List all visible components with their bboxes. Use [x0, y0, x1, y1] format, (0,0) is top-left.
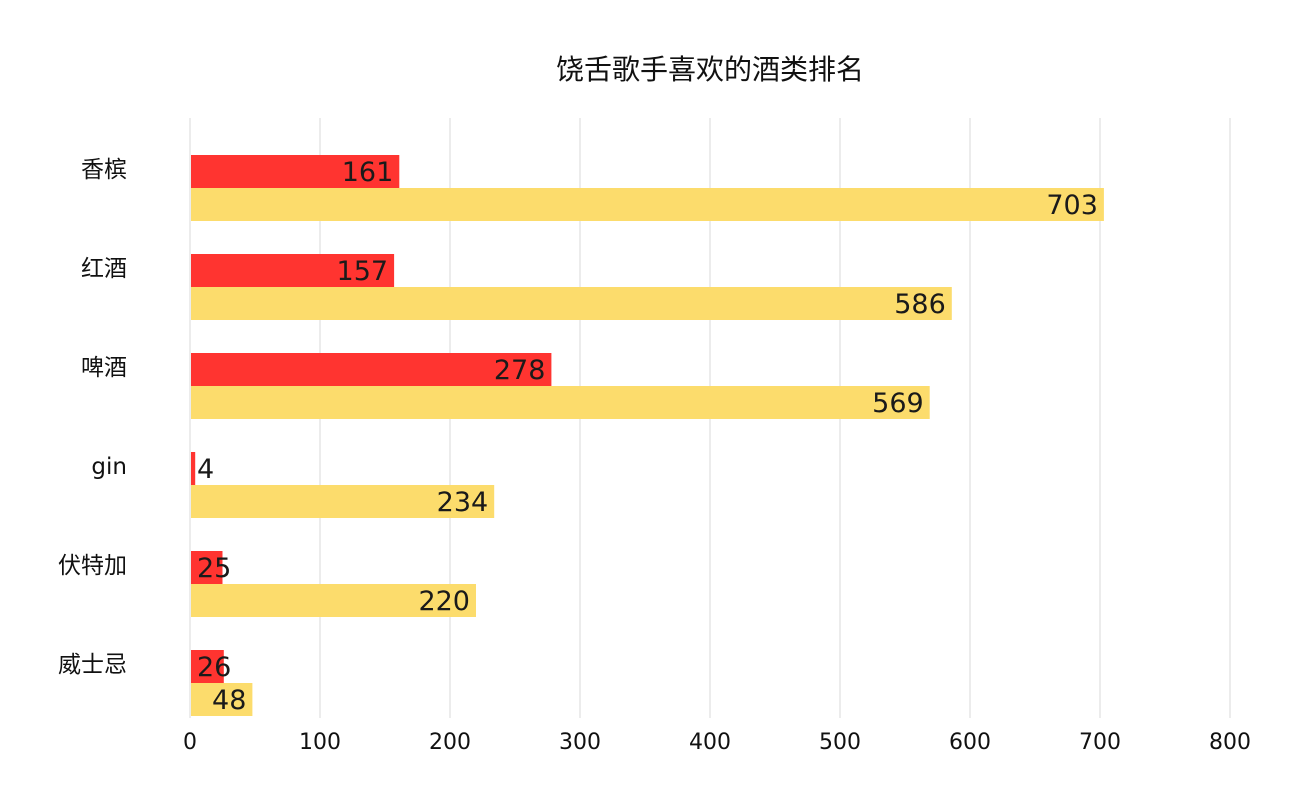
data-label: 278	[494, 355, 546, 386]
x-tick-label: 300	[559, 730, 601, 755]
x-tick-label: 800	[1209, 730, 1251, 755]
data-label: 4	[197, 454, 214, 485]
x-tick-label: 100	[299, 730, 341, 755]
bar	[191, 650, 224, 683]
x-tick-label: 0	[183, 730, 197, 755]
data-label: 234	[437, 487, 489, 518]
category-label: 红酒	[81, 256, 127, 282]
data-label: 569	[872, 388, 924, 419]
category-label: 威士忌	[58, 652, 127, 678]
x-tick-label: 400	[689, 730, 731, 755]
bar	[191, 188, 1104, 221]
x-tick-label: 600	[949, 730, 991, 755]
bar	[191, 485, 495, 518]
bar	[191, 386, 930, 419]
data-label: 220	[418, 586, 470, 617]
data-label: 26	[197, 652, 231, 683]
data-label: 48	[212, 685, 246, 716]
category-label: 啤酒	[81, 355, 127, 381]
bar	[191, 353, 552, 386]
category-label: 香槟	[81, 157, 127, 183]
data-label: 703	[1046, 190, 1098, 221]
data-label: 157	[337, 256, 389, 287]
category-label: 伏特加	[58, 553, 127, 579]
bar	[191, 155, 400, 188]
data-label: 25	[197, 553, 231, 584]
chart-title: 饶舌歌手喜欢的酒类排名	[555, 53, 864, 86]
data-label: 161	[342, 157, 394, 188]
bar	[191, 452, 196, 485]
bar	[191, 551, 223, 584]
x-tick-label: 700	[1079, 730, 1121, 755]
bar	[191, 287, 952, 320]
bar	[191, 254, 395, 287]
data-label: 586	[894, 289, 946, 320]
category-label: gin	[91, 454, 127, 480]
x-tick-label: 500	[819, 730, 861, 755]
bar	[191, 683, 253, 716]
bar	[191, 584, 476, 617]
x-tick-label: 200	[429, 730, 471, 755]
